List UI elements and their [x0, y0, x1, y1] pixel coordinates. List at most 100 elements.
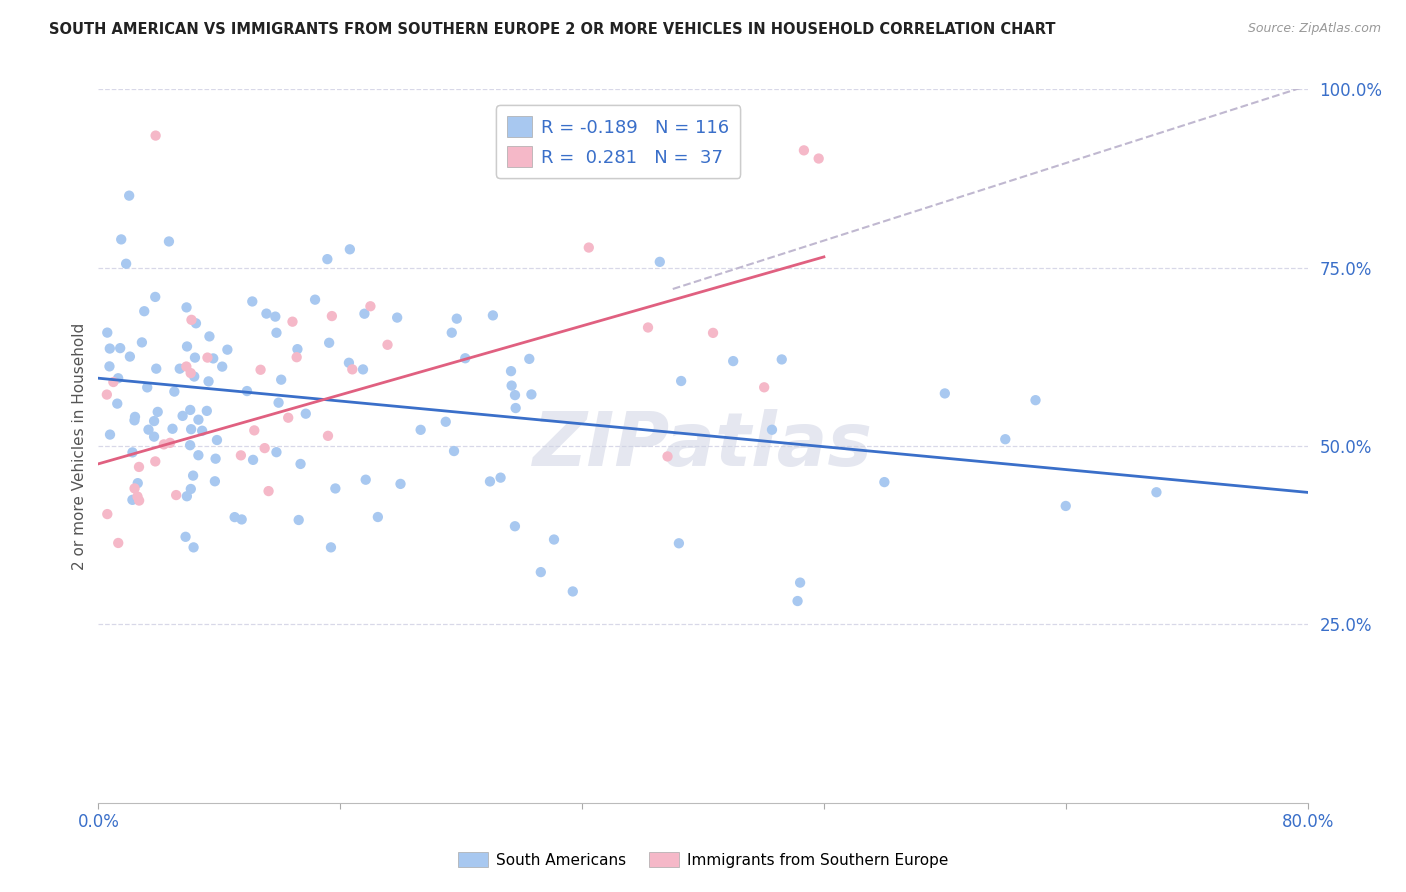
Point — [994, 432, 1017, 446]
Point — [367, 510, 389, 524]
Point — [287, 513, 309, 527]
Point — [1144, 485, 1167, 500]
Point — [578, 241, 600, 255]
Legend: R = -0.189   N = 116, R =  0.281   N =  37: R = -0.189 N = 116, R = 0.281 N = 37 — [496, 105, 741, 178]
Point — [702, 326, 724, 340]
Point — [96, 326, 118, 340]
Point — [110, 232, 132, 246]
Point — [267, 395, 290, 409]
Point — [277, 410, 299, 425]
Point — [180, 313, 202, 327]
Point — [446, 311, 468, 326]
Point — [183, 369, 205, 384]
Point — [503, 519, 526, 533]
Point — [127, 476, 149, 491]
Point — [118, 350, 141, 364]
Point — [501, 378, 523, 392]
Point — [153, 437, 176, 451]
Point — [96, 507, 118, 521]
Point — [162, 422, 184, 436]
Point — [198, 329, 221, 343]
Point — [385, 310, 408, 325]
Point — [136, 380, 159, 394]
Point — [1054, 499, 1077, 513]
Point — [187, 413, 209, 427]
Point — [499, 364, 522, 378]
Point — [124, 409, 146, 424]
Point — [157, 235, 180, 249]
Point — [236, 384, 259, 398]
Point — [440, 326, 463, 340]
Point — [176, 339, 198, 353]
Point — [204, 451, 226, 466]
Point — [131, 335, 153, 350]
Point — [543, 533, 565, 547]
Point — [505, 401, 527, 415]
Point — [96, 387, 118, 401]
Point — [243, 424, 266, 438]
Point — [281, 315, 304, 329]
Point — [107, 536, 129, 550]
Point — [191, 424, 214, 438]
Point — [172, 409, 194, 423]
Point — [105, 396, 128, 410]
Point — [242, 453, 264, 467]
Point — [145, 361, 167, 376]
Point — [354, 473, 377, 487]
Point — [143, 414, 166, 428]
Point — [143, 290, 166, 304]
Point — [321, 309, 343, 323]
Point — [669, 374, 692, 388]
Point — [318, 335, 340, 350]
Point — [205, 433, 228, 447]
Point — [389, 476, 412, 491]
Point — [98, 359, 121, 374]
Point — [761, 423, 783, 437]
Point — [934, 386, 956, 401]
Legend: South Americans, Immigrants from Southern Europe: South Americans, Immigrants from Souther… — [451, 846, 955, 873]
Point — [454, 351, 477, 366]
Point — [304, 293, 326, 307]
Point — [443, 444, 465, 458]
Point — [197, 351, 219, 365]
Point — [873, 475, 896, 489]
Point — [145, 128, 167, 143]
Point — [197, 375, 219, 389]
Point — [184, 316, 207, 330]
Point — [127, 490, 149, 504]
Point — [1024, 393, 1046, 408]
Point — [128, 493, 150, 508]
Point — [478, 475, 501, 489]
Point — [319, 541, 342, 555]
Point — [294, 407, 316, 421]
Point — [115, 257, 138, 271]
Point — [176, 301, 198, 315]
Point — [287, 342, 309, 356]
Point — [143, 454, 166, 468]
Point — [254, 307, 277, 321]
Point — [409, 423, 432, 437]
Point — [143, 430, 166, 444]
Point — [434, 415, 457, 429]
Point — [657, 450, 679, 464]
Point — [530, 565, 553, 579]
Point — [342, 362, 364, 376]
Point — [124, 413, 146, 427]
Point — [180, 366, 202, 380]
Point — [176, 489, 198, 503]
Point — [316, 252, 339, 267]
Point — [224, 510, 246, 524]
Point — [270, 373, 292, 387]
Text: SOUTH AMERICAN VS IMMIGRANTS FROM SOUTHERN EUROPE 2 OR MORE VEHICLES IN HOUSEHOL: SOUTH AMERICAN VS IMMIGRANTS FROM SOUTHE… — [49, 22, 1056, 37]
Point — [211, 359, 233, 374]
Y-axis label: 2 or more Vehicles in Household: 2 or more Vehicles in Household — [72, 322, 87, 570]
Point — [482, 309, 505, 323]
Point — [353, 307, 375, 321]
Point — [118, 188, 141, 202]
Point — [517, 351, 540, 366]
Point — [807, 152, 830, 166]
Point — [179, 403, 201, 417]
Point — [121, 445, 143, 459]
Point — [174, 530, 197, 544]
Point — [187, 448, 209, 462]
